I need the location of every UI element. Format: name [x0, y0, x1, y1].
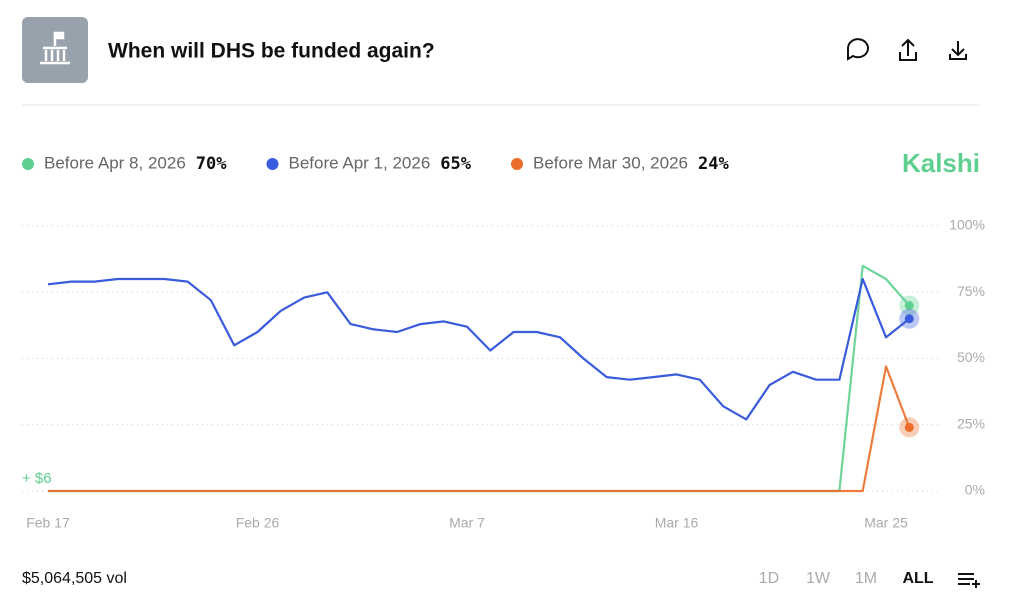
x-tick-label: Mar 25 [864, 515, 908, 531]
range-button[interactable]: 1M [855, 570, 877, 587]
comment-button[interactable] [847, 38, 869, 61]
x-tick-label: Mar 16 [655, 515, 699, 531]
end-dot [904, 422, 914, 432]
series-line [48, 365, 911, 493]
end-dot [904, 301, 914, 310]
series-line [47, 277, 910, 421]
x-tick-label: Feb 26 [236, 515, 280, 531]
annotation: + $6 [22, 470, 52, 487]
capitol-glyph [40, 31, 70, 65]
market-icon [22, 17, 88, 83]
legend-value: 24% [698, 154, 729, 174]
legend-value: 70% [196, 154, 227, 174]
legend-name: Before Mar 30, 2026 [533, 153, 688, 172]
end-dot [904, 314, 914, 324]
y-tick-label: 25% [957, 415, 985, 431]
range-button[interactable]: ALL [902, 570, 933, 587]
range-button[interactable]: 1D [759, 570, 779, 587]
toolbar [847, 38, 967, 61]
menu-button[interactable] [958, 573, 980, 588]
x-tick-label: Feb 17 [26, 515, 70, 531]
legend-name: Before Apr 8, 2026 [44, 153, 186, 172]
legend-dot [511, 158, 523, 170]
legend-dot [266, 158, 279, 170]
y-tick-label: 100% [949, 217, 985, 233]
download-button[interactable] [949, 41, 967, 60]
y-tick-label: 50% [957, 349, 985, 365]
y-tick-label: 75% [957, 283, 985, 299]
share-button[interactable] [899, 38, 917, 61]
volume: $5,064,505 vol [22, 570, 127, 587]
legend-dot [22, 158, 34, 170]
brand: Kalshi [902, 148, 980, 178]
title: When will DHS be funded again? [108, 40, 435, 63]
legend-name: Before Apr 1, 2026 [289, 153, 431, 172]
x-tick-label: Mar 7 [449, 515, 485, 531]
y-tick-label: 0% [965, 482, 985, 498]
range-button[interactable]: 1W [806, 570, 831, 587]
legend-value: 65% [440, 154, 471, 174]
